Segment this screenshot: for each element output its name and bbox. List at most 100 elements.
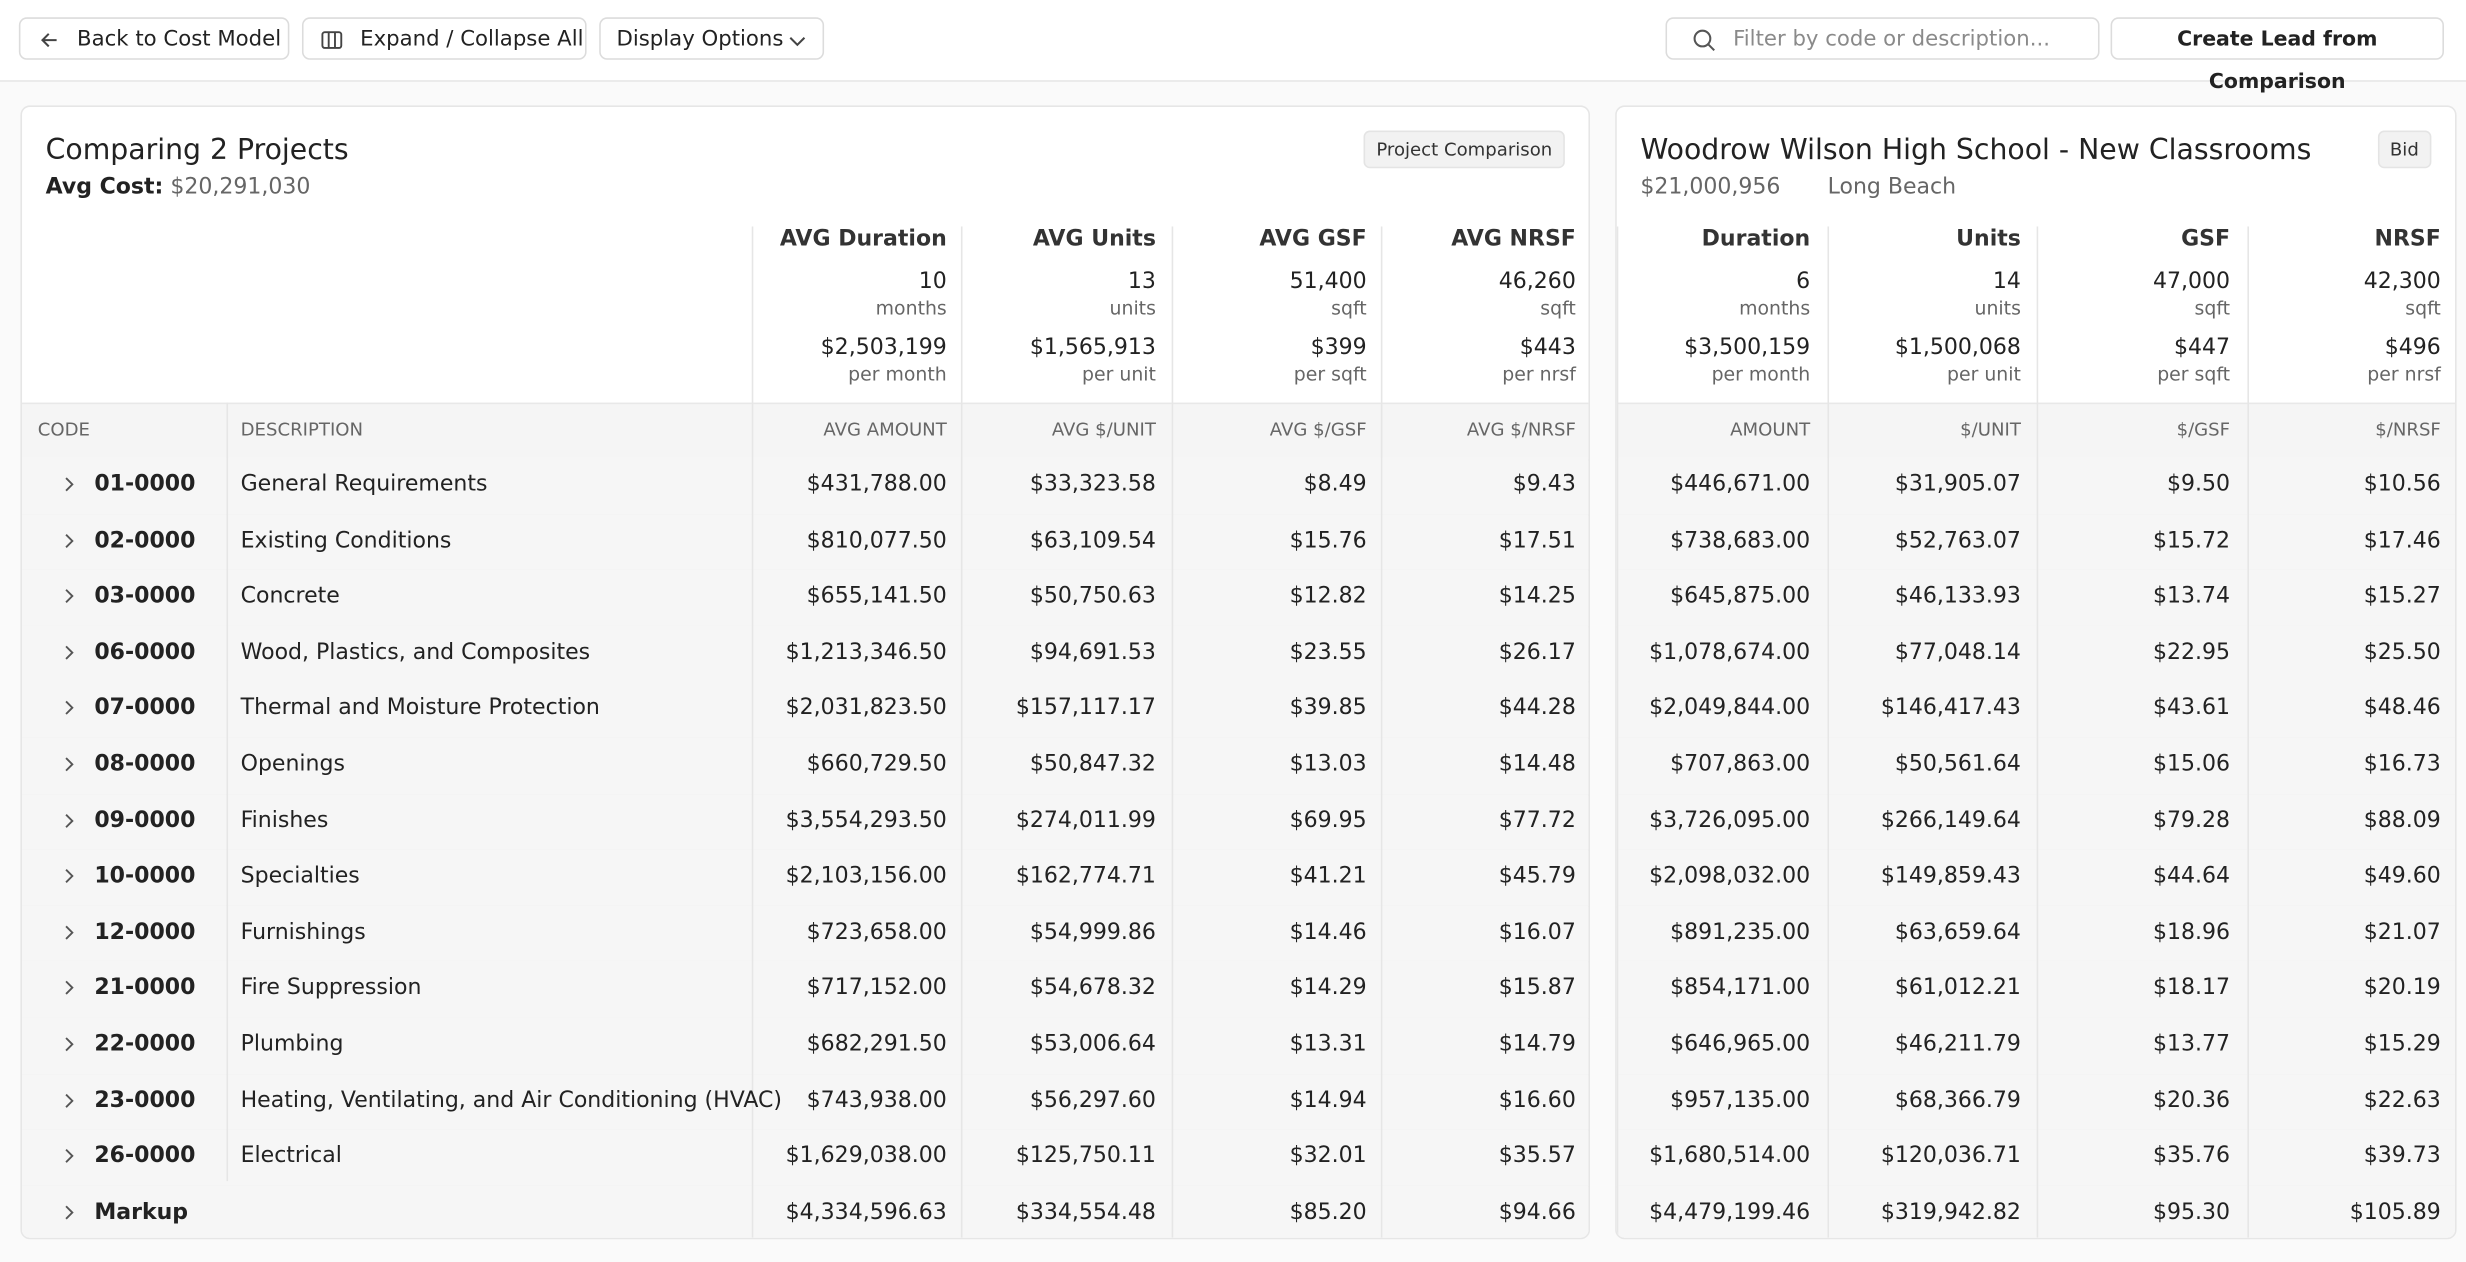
row-value: $334,554.48	[1015, 1199, 1156, 1225]
back-button[interactable]: Back to Cost Model	[18, 17, 290, 60]
row-value: $4,334,596.63	[785, 1199, 947, 1225]
filter-placeholder: Filter by code or description...	[1733, 26, 2050, 52]
row-value: $77.72	[1498, 807, 1576, 833]
row-bg	[22, 513, 1589, 572]
chevron	[65, 589, 74, 604]
row-description: Thermal and Moisture Protection	[240, 695, 600, 721]
metric-value: 42,300	[2363, 268, 2441, 295]
metric-rate: $3,500,159	[1684, 334, 1811, 361]
column-divider	[1616, 226, 1619, 1238]
row-value: $12.82	[1289, 583, 1367, 609]
row-code: 03-0000	[94, 583, 196, 609]
filter-input[interactable]: Filter by code or description...	[1665, 17, 2100, 60]
create-button[interactable]: Create Lead from Comparison	[2110, 17, 2444, 94]
metric-value: 14	[1992, 268, 2021, 295]
expand-chevron[interactable]	[61, 587, 77, 606]
row-value: $14.29	[1289, 975, 1367, 1001]
row-value: $14.46	[1289, 919, 1367, 945]
chevron	[65, 757, 74, 772]
row-value: $17.51	[1498, 527, 1576, 553]
chevron	[65, 701, 74, 716]
row-value: $20.36	[2153, 1087, 2231, 1113]
metric-unit: sqft	[1331, 297, 1367, 320]
metric-rate-unit: per nrsf	[1502, 363, 1576, 386]
metric-rate: $443	[1519, 334, 1576, 361]
metric-rate: $399	[1310, 334, 1367, 361]
row-value: $16.07	[1498, 919, 1576, 945]
row-value: $717,152.00	[806, 975, 947, 1001]
project-location: Long Beach	[1827, 174, 1957, 200]
toolbar: Back to Cost Model Expand / Collapse All…	[0, 0, 2466, 94]
row-code: 02-0000	[94, 527, 196, 553]
expand-chevron[interactable]	[61, 979, 77, 998]
row-value: $1,629,038.00	[785, 1143, 947, 1169]
row-value: $810,077.50	[806, 527, 947, 553]
row-value: $15.27	[2363, 583, 2441, 609]
row-value: $54,678.32	[1029, 975, 1156, 1001]
row-value: $43.61	[2153, 695, 2231, 721]
columns-icon	[321, 31, 343, 49]
row-bg	[22, 849, 1589, 908]
row-description: Finishes	[240, 807, 329, 833]
expand-chevron[interactable]	[61, 867, 77, 886]
row-value: $120,036.71	[1880, 1143, 2021, 1169]
row-value: $35.76	[2153, 1143, 2231, 1169]
display-button[interactable]: Display Options	[599, 17, 825, 60]
metric-unit: months	[875, 297, 947, 320]
row-bg	[1616, 793, 2455, 852]
expand-chevron[interactable]	[61, 1091, 77, 1110]
row-value: $69.95	[1289, 807, 1367, 833]
row-value: $16.73	[2363, 751, 2441, 777]
row-value: $13.31	[1289, 1031, 1367, 1057]
expand-chevron[interactable]	[61, 531, 77, 550]
row-value: $14.94	[1289, 1087, 1367, 1113]
row-value: $8.49	[1303, 471, 1367, 497]
row-code: 22-0000	[94, 1031, 196, 1057]
expand-button[interactable]: Expand / Collapse All	[301, 17, 587, 60]
row-bg	[1616, 905, 2455, 964]
row-value: $125,750.11	[1015, 1143, 1156, 1169]
metric-value: 46,260	[1498, 268, 1576, 295]
row-value: $1,078,674.00	[1649, 639, 1811, 665]
row-value: $22.95	[2153, 639, 2231, 665]
expand-chevron[interactable]	[61, 699, 77, 718]
row-value: $77,048.14	[1894, 639, 2021, 665]
column-header: $/UNIT	[1960, 418, 2021, 441]
row-value: $319,942.82	[1880, 1199, 2021, 1225]
column-header: AVG $/NRSF	[1466, 418, 1576, 441]
row-value: $2,103,156.00	[785, 863, 947, 889]
chevron	[65, 477, 74, 492]
row-value: $26.17	[1498, 639, 1576, 665]
row-value: $94.66	[1498, 1199, 1576, 1225]
expand-chevron[interactable]	[61, 1203, 77, 1222]
expand-chevron[interactable]	[61, 755, 77, 774]
row-bg	[22, 793, 1589, 852]
metric-rate-unit: per sqft	[2157, 363, 2231, 386]
avg-cost: $20,291,030	[170, 174, 311, 200]
metric-rate-unit: per month	[848, 363, 947, 386]
metric-rate: $1,565,913	[1029, 334, 1156, 361]
row-value: $2,049,844.00	[1649, 695, 1811, 721]
row-bg	[1616, 1129, 2455, 1188]
row-value: $10.56	[2363, 471, 2441, 497]
expand-chevron[interactable]	[61, 1035, 77, 1054]
row-value: $13.77	[2153, 1031, 2231, 1057]
row-value: $9.50	[2167, 471, 2231, 497]
row-value: $157,117.17	[1015, 695, 1156, 721]
row-bg	[22, 1129, 1589, 1188]
row-value: $31,905.07	[1894, 471, 2021, 497]
expand-chevron[interactable]	[61, 923, 77, 942]
row-value: $446,671.00	[1670, 471, 1811, 497]
expand-chevron[interactable]	[61, 643, 77, 662]
row-code: 12-0000	[94, 919, 196, 945]
row-value: $50,847.32	[1029, 751, 1156, 777]
expand-chevron[interactable]	[61, 811, 77, 830]
expand-chevron[interactable]	[61, 475, 77, 494]
row-value: $20.19	[2363, 975, 2441, 1001]
row-value: $15.29	[2363, 1031, 2441, 1057]
row-bg	[22, 1017, 1589, 1076]
metric-header: GSF	[2181, 226, 2231, 252]
row-bg	[22, 961, 1589, 1020]
expand-chevron[interactable]	[61, 1147, 77, 1166]
row-value: $46,211.79	[1894, 1031, 2021, 1057]
